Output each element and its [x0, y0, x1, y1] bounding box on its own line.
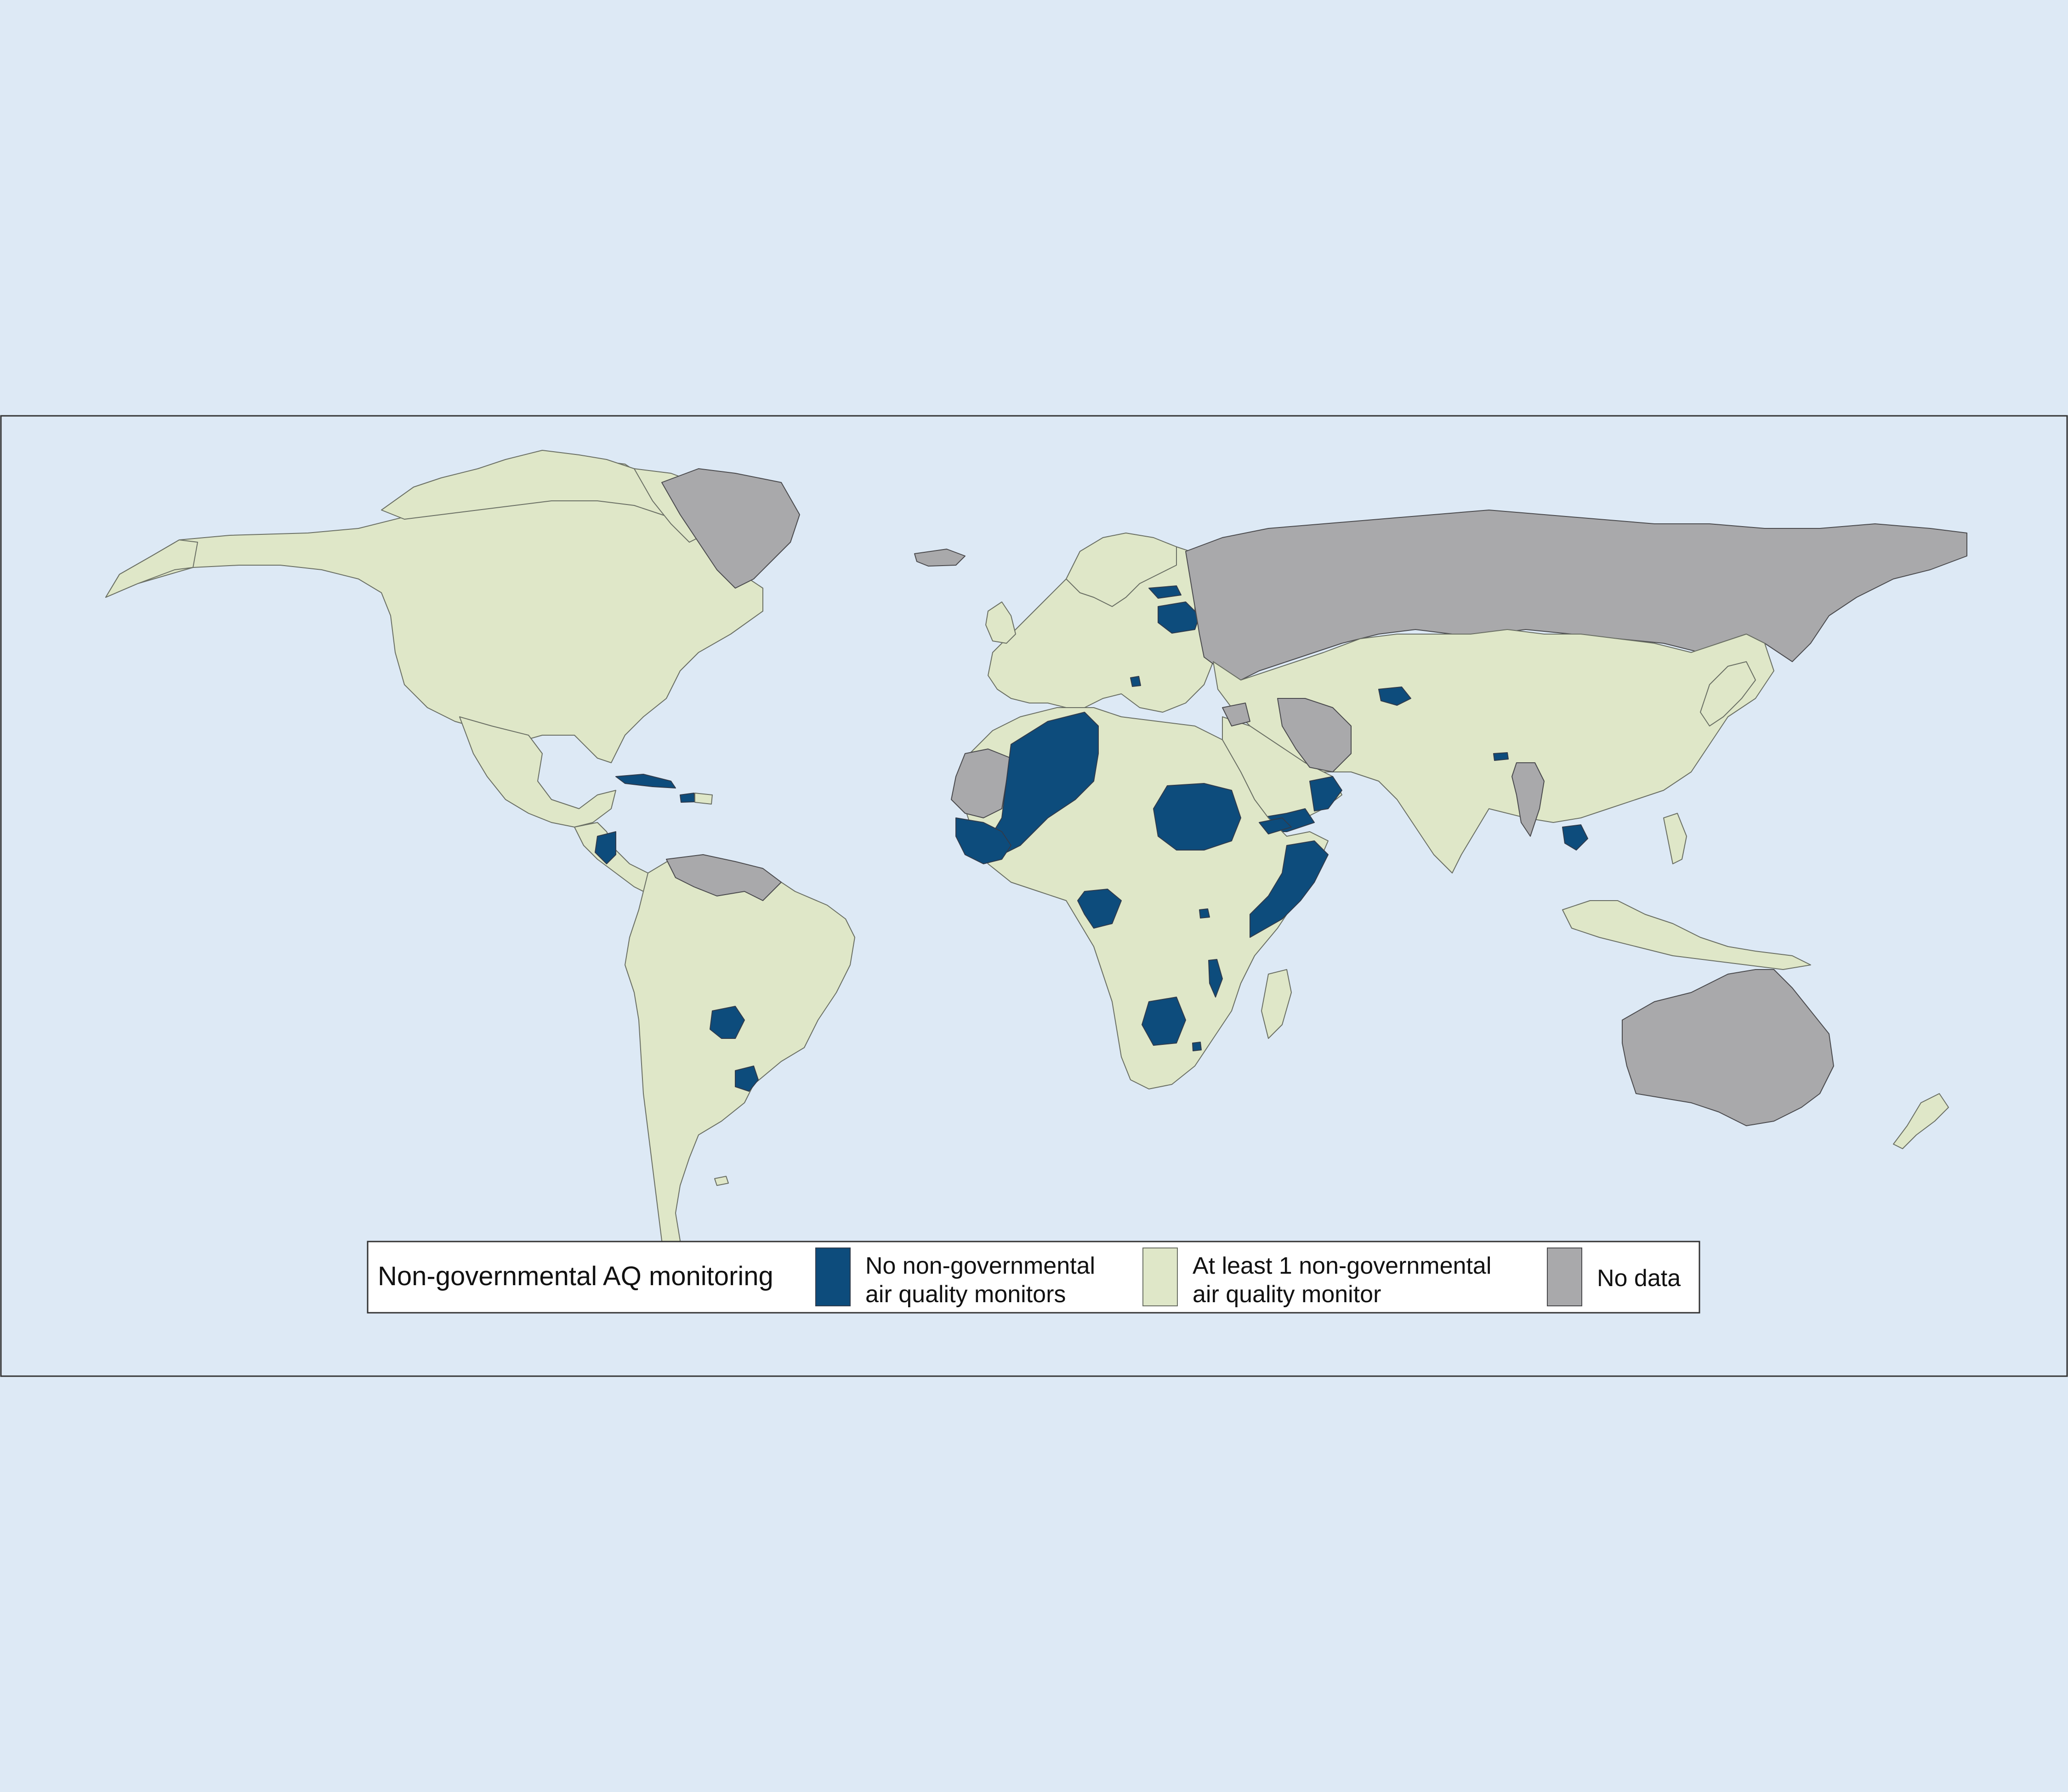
country-uk: [985, 601, 1016, 644]
country-madagascar: [1261, 969, 1292, 1039]
country-japan: [1700, 661, 1756, 726]
country-southeast-asia-islands: [1562, 900, 1811, 970]
legend-swatch-no-monitors: [815, 1248, 851, 1306]
country-alaska: [105, 539, 198, 598]
country-cuba: [615, 774, 676, 788]
legend-label-no-monitors-line1: No non-governmental: [865, 1253, 1095, 1279]
legend-label-no-data: No data: [1597, 1265, 1681, 1292]
legend-label-at-least-one-line1: At least 1 non-governmental: [1193, 1253, 1491, 1279]
country-australia: [1622, 969, 1834, 1126]
legend-box: [367, 1241, 1700, 1314]
country-estonia: [1148, 585, 1182, 599]
land-layer: [105, 450, 1967, 1259]
country-algeria-mali: [988, 712, 1099, 855]
country-bhutan: [1493, 752, 1509, 761]
country-syria: [1222, 703, 1250, 726]
country-uruguay: [735, 1066, 759, 1092]
country-cambodia: [1562, 824, 1588, 851]
country-greenland: [661, 468, 800, 589]
country-russia: [1185, 510, 1967, 681]
country-philippines: [1663, 813, 1687, 864]
legend-swatch-no-data: [1547, 1248, 1582, 1306]
country-new-zealand: [1893, 1093, 1949, 1149]
country-gabon-congo: [1077, 889, 1122, 929]
country-burundi: [1199, 908, 1210, 919]
country-venezuela-guianas: [666, 854, 782, 901]
country-eritrea: [1259, 817, 1292, 834]
falkland-islands: [714, 1176, 729, 1186]
legend-swatch-at-least-one: [1142, 1248, 1178, 1306]
country-iran: [1277, 698, 1352, 772]
country-myanmar: [1511, 762, 1545, 837]
country-sudan: [1153, 783, 1241, 851]
country-oman: [1309, 776, 1342, 811]
legend: Non-governmental AQ monitoring No non-go…: [367, 1241, 1700, 1314]
country-asia: [1213, 629, 1774, 873]
country-paraguay: [710, 1006, 745, 1039]
country-western-sahara-mauritania: [951, 749, 1011, 818]
country-scandinavia: [1066, 533, 1177, 607]
country-haiti: [680, 793, 695, 803]
country-belarus: [1158, 601, 1200, 634]
country-dominican-republic: [694, 793, 713, 805]
country-montenegro: [1130, 676, 1141, 687]
legend-title: Non-governmental AQ monitoring: [378, 1261, 773, 1291]
country-malawi: [1208, 959, 1223, 998]
country-botswana: [1142, 997, 1186, 1046]
country-eswatini: [1192, 1042, 1202, 1051]
legend-label-at-least-one-line2: air quality monitor: [1193, 1281, 1381, 1308]
country-mexico: [459, 716, 616, 828]
legend-label-no-monitors-line2: air quality monitors: [865, 1281, 1066, 1308]
country-somalia: [1250, 840, 1329, 938]
country-nicaragua: [595, 831, 616, 864]
country-west-africa-coast: [955, 817, 1011, 864]
country-tajikistan: [1378, 686, 1411, 706]
country-iceland: [914, 549, 966, 567]
country-south-america: [625, 854, 855, 1259]
